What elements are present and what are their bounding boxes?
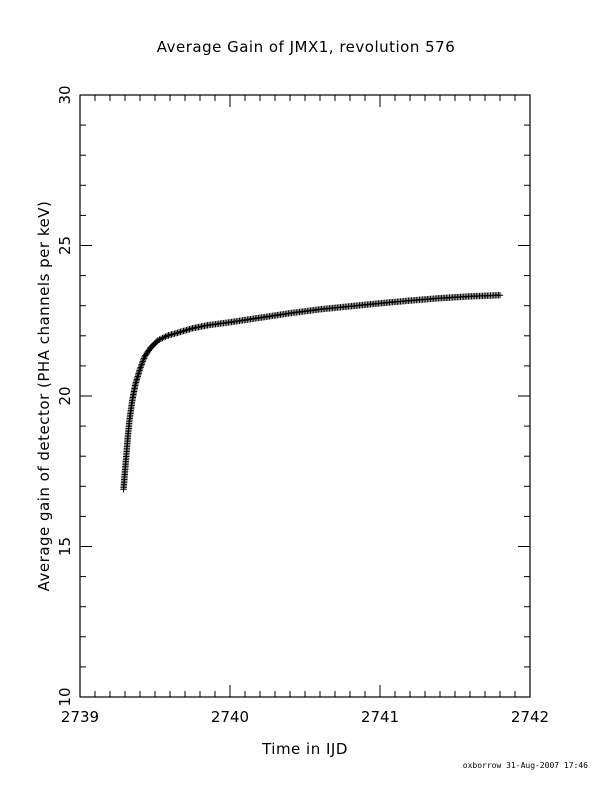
data-point xyxy=(160,334,168,341)
data-point xyxy=(138,361,145,368)
data-point xyxy=(156,336,163,343)
data-point xyxy=(159,334,166,342)
y-tick-label: 30 xyxy=(56,85,74,104)
data-points xyxy=(120,291,504,493)
x-tick-label: 2741 xyxy=(361,708,399,726)
plot-frame xyxy=(79,94,531,698)
data-point xyxy=(139,359,146,367)
chart-title: Average Gain of JMX1, revolution 576 xyxy=(156,38,456,56)
x-tick-label: 2742 xyxy=(511,708,549,726)
y-tick-label: 10 xyxy=(56,687,74,706)
data-point xyxy=(157,335,165,343)
axes-frame xyxy=(79,94,531,698)
x-tick-label: 2739 xyxy=(61,708,99,726)
data-point xyxy=(162,333,169,340)
data-point xyxy=(496,291,504,299)
credit-stamp: oxborrow 31-Aug-2007 17:46 xyxy=(462,761,588,770)
data-point xyxy=(136,365,144,373)
y-tick-label: 20 xyxy=(56,386,74,405)
data-point xyxy=(137,362,145,370)
data-point xyxy=(137,364,144,371)
data-point xyxy=(154,337,162,344)
x-axis-label: Time in IJD xyxy=(262,740,348,758)
data-point xyxy=(140,356,147,364)
x-tick-label: 2740 xyxy=(211,708,249,726)
y-tick-label: 15 xyxy=(56,537,74,556)
x-axis-ticks: 2739 2740 2741 2742 xyxy=(61,95,549,726)
y-axis-label: Average gain of detector (PHA channels p… xyxy=(35,200,53,592)
data-point xyxy=(139,358,147,365)
y-axis-ticks: 10 15 20 25 30 xyxy=(56,85,530,707)
data-point xyxy=(140,355,148,362)
y-tick-label: 25 xyxy=(56,236,74,255)
